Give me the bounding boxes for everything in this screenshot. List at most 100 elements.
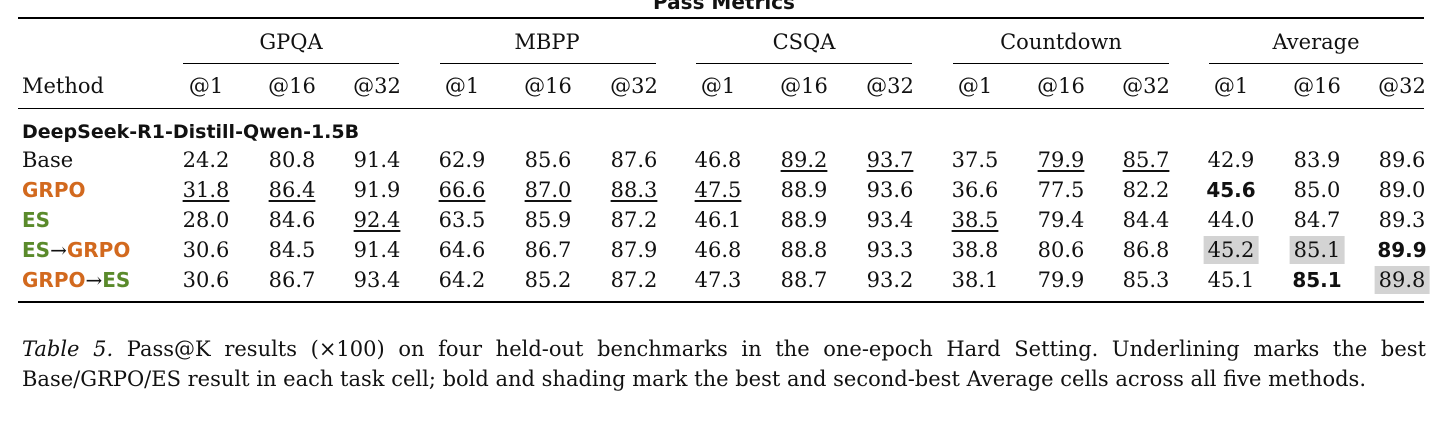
table-cell: 47.5 [694,178,742,202]
method-label: GRPO [22,178,86,202]
group-rule-mbpp [440,63,656,64]
table-cell: 64.6 [438,238,486,262]
table-cell: 36.6 [951,178,999,202]
table-cell: 63.5 [438,208,486,232]
subcol-header: @16 [524,74,572,98]
bottom-rule [18,301,1424,303]
table-cell: 89.3 [1378,208,1426,232]
table-cell: 45.1 [1207,268,1255,292]
method-arrow: → [50,238,67,262]
caption-text: Pass@K results (×100) on four held-out b… [22,337,1426,391]
table-cell: 86.7 [268,268,316,292]
table-cell: 62.9 [438,148,486,172]
table-cell: 84.6 [268,208,316,232]
subcol-header: @32 [353,74,401,98]
section-label: DeepSeek-R1-Distill-Qwen-1.5B [22,121,360,143]
method-header: Method [22,74,104,98]
subcol-header: @1 [700,74,736,98]
table-cell: 86.8 [1122,238,1170,262]
table-cell: 77.5 [1037,178,1085,202]
method-part: GRPO [22,268,86,292]
table-cell: 46.8 [694,238,742,262]
table-cell: 93.4 [353,268,401,292]
table-cell: 93.7 [866,148,914,172]
table-cell: 89.9 [1377,238,1427,262]
table-cell: 79.9 [1037,148,1085,172]
subcol-header: @16 [780,74,828,98]
table-cell: 93.3 [866,238,914,262]
group-header-average: Average [1272,30,1360,54]
table-cell: 89.0 [1378,178,1426,202]
table-cell: 84.5 [268,238,316,262]
table-cell: 64.2 [438,268,486,292]
table-cell: 91.4 [353,238,401,262]
table-cell: 85.9 [524,208,572,232]
subcol-header: @32 [866,74,914,98]
table-cell: 85.3 [1122,268,1170,292]
subcol-header: @32 [1122,74,1170,98]
table-cell: 85.1 [1289,236,1345,264]
header-rule [18,108,1424,109]
table-cell: 85.0 [1293,178,1341,202]
table-cell: 86.4 [268,178,316,202]
group-rule-gpqa [183,63,399,64]
subcol-header: @1 [444,74,480,98]
table-cell: 28.0 [182,208,230,232]
method-label: GRPO→ES [22,266,130,294]
top-rule [18,17,1424,19]
table-cell: 88.7 [780,268,828,292]
table-cell: 89.6 [1378,148,1426,172]
table-cell: 83.9 [1293,148,1341,172]
subcol-header: @16 [1037,74,1085,98]
table-cell: 82.2 [1122,178,1170,202]
subcol-header: @1 [1213,74,1249,98]
table-cell: 38.5 [951,208,999,232]
group-rule-countdown [953,63,1169,64]
method-part: GRPO [66,238,131,262]
table-cell: 87.9 [610,238,658,262]
table-cell: 47.3 [694,268,742,292]
table-cell: 31.8 [182,178,230,202]
subcol-header: @16 [1293,74,1341,98]
table-cell: 88.9 [780,178,828,202]
table-cell: 30.6 [182,268,230,292]
table-cell: 91.4 [353,148,401,172]
table-cell: 30.6 [182,238,230,262]
method-arrow: → [85,268,103,292]
table-cell: 37.5 [951,148,999,172]
table-cell: 44.0 [1207,208,1255,232]
table-cell: 84.7 [1293,208,1341,232]
table-cell: 93.4 [866,208,914,232]
table-cell: 85.7 [1122,148,1170,172]
table-cell: 85.6 [524,148,572,172]
table-cell: 79.9 [1037,268,1085,292]
table-title: Pass Metrics [653,0,795,14]
table-cell: 46.8 [694,148,742,172]
method-part: ES [22,238,51,262]
table-cell: 86.7 [524,238,572,262]
table-cell: 87.0 [524,178,572,202]
table-cell: 80.8 [268,148,316,172]
group-rule-average [1209,63,1423,64]
group-header-mbpp: MBPP [514,30,580,54]
subcol-header: @16 [268,74,316,98]
method-part: ES [102,268,131,292]
table-cell: 45.2 [1203,236,1259,264]
group-header-gpqa: GPQA [259,30,323,54]
table-cell: 45.6 [1206,178,1256,202]
subcol-header: @1 [188,74,224,98]
table-cell: 46.1 [694,208,742,232]
table-cell: 79.4 [1037,208,1085,232]
subcol-header: @32 [610,74,658,98]
table-cell: 87.6 [610,148,658,172]
table-cell: 38.1 [951,268,999,292]
group-header-countdown: Countdown [1000,30,1122,54]
table-cell: 88.8 [780,238,828,262]
table-cell: 93.6 [866,178,914,202]
table-cell: 92.4 [353,208,401,232]
caption-label: Table 5. [22,337,114,361]
method-label: ES→GRPO [22,236,130,264]
subcol-header: @32 [1378,74,1426,98]
table-cell: 42.9 [1207,148,1255,172]
group-rule-csqa [696,63,912,64]
